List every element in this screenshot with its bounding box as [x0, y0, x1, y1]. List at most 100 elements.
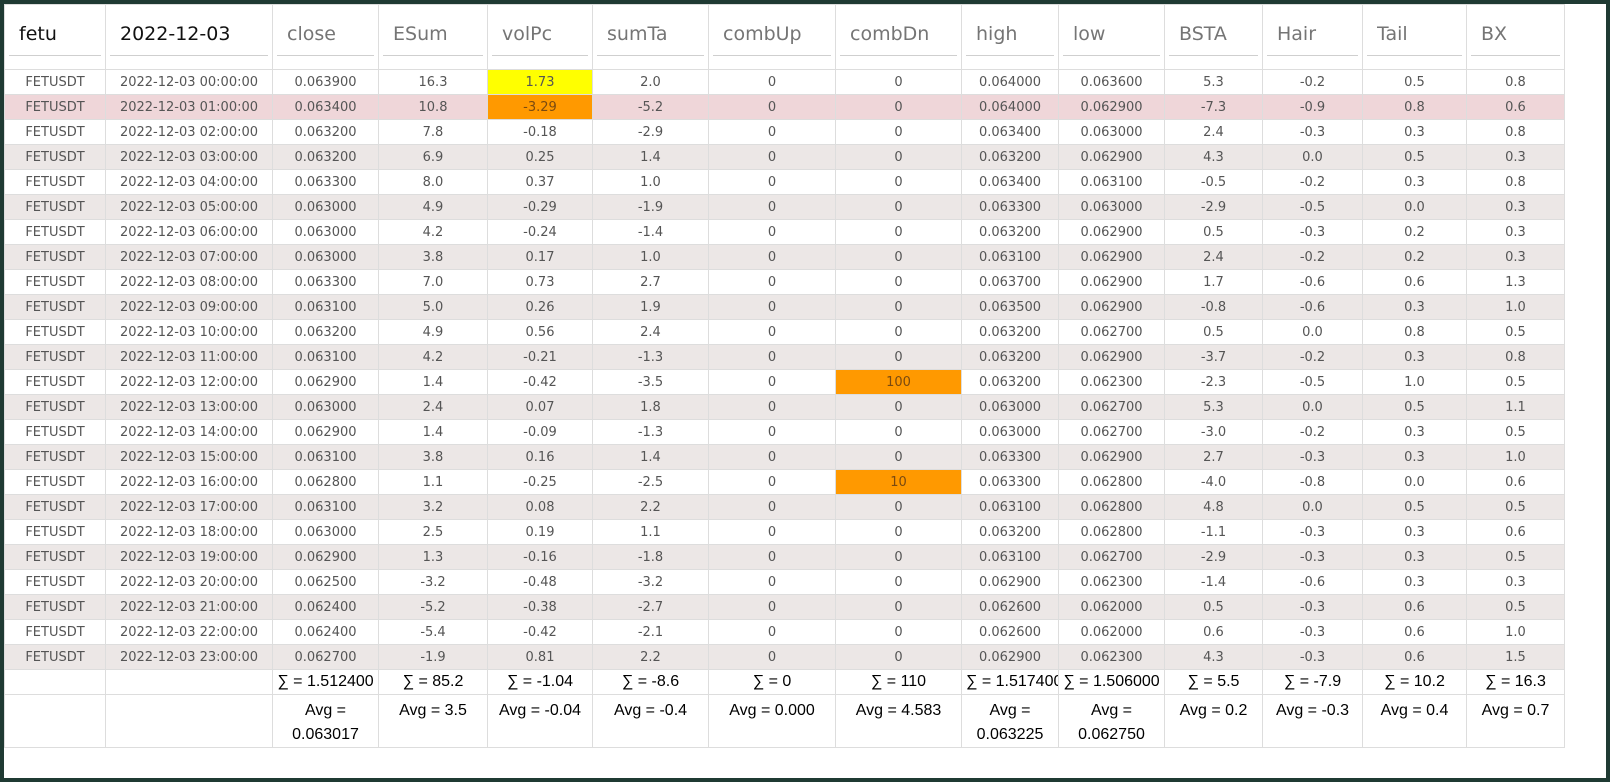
sum-cell: ∑ = 1.512400 [272, 669, 379, 695]
low-filter-input[interactable] [1063, 18, 1160, 56]
cell-high: 0.062600 [961, 594, 1059, 620]
table-row[interactable]: FETUSDT 2022-12-03 08:00:00 0.063300 7.0 0.7… [4, 269, 1565, 295]
table-row[interactable]: FETUSDT 2022-12-03 22:00:00 0.062400 -5.4 -0… [4, 619, 1565, 645]
tail-filter-input[interactable] [1367, 18, 1462, 56]
table-row[interactable]: FETUSDT 2022-12-03 23:00:00 0.062700 -1.9 0.… [4, 644, 1565, 670]
cell-tail: 0.5 [1362, 494, 1467, 520]
combdn-filter-input[interactable] [840, 18, 957, 56]
cell-combup: 0 [708, 319, 836, 345]
table-row[interactable]: FETUSDT 2022-12-03 07:00:00 0.063000 3.8 0.1… [4, 244, 1565, 270]
cell-bx: 1.1 [1466, 394, 1565, 420]
cell-volpc: 0.19 [487, 519, 593, 545]
table-row[interactable]: FETUSDT 2022-12-03 21:00:00 0.062400 -5.2 -0… [4, 594, 1565, 620]
cell-sumta: 1.0 [592, 169, 709, 195]
cell-sumta: -2.9 [592, 119, 709, 145]
cell-tail: 0.8 [1362, 319, 1467, 345]
cell-high: 0.063200 [961, 519, 1059, 545]
table-row[interactable]: FETUSDT 2022-12-03 18:00:00 0.063000 2.5 0.1… [4, 519, 1565, 545]
table-row[interactable]: FETUSDT 2022-12-03 03:00:00 0.063200 6.9 0.2… [4, 144, 1565, 170]
date-filter-input[interactable] [110, 18, 268, 56]
table-row[interactable]: FETUSDT 2022-12-03 16:00:00 0.062800 1.1 -0.… [4, 469, 1565, 495]
table-row[interactable]: FETUSDT 2022-12-03 02:00:00 0.063200 7.8 -0.… [4, 119, 1565, 145]
cell-symbol: FETUSDT [4, 144, 106, 170]
table-body: FETUSDT 2022-12-03 00:00:00 0.063900 16.3 1.… [4, 69, 1565, 670]
cell-volpc: -0.29 [487, 194, 593, 220]
symbol-filter-input[interactable] [9, 18, 101, 56]
cell-volpc: -0.24 [487, 219, 593, 245]
cell-bsta: 5.3 [1164, 69, 1263, 95]
cell-volpc: 0.26 [487, 294, 593, 320]
cell-combdn: 0 [835, 394, 962, 420]
cell-tail: 0.5 [1362, 69, 1467, 95]
table-row[interactable]: FETUSDT 2022-12-03 20:00:00 0.062500 -3.2 -0… [4, 569, 1565, 595]
cell-high: 0.063300 [961, 469, 1059, 495]
esum-filter-input[interactable] [383, 18, 483, 56]
table-row[interactable]: FETUSDT 2022-12-03 06:00:00 0.063000 4.2 -0.… [4, 219, 1565, 245]
cell-hair: -0.2 [1262, 244, 1363, 270]
cell-high: 0.063200 [961, 319, 1059, 345]
cell-close: 0.062900 [272, 544, 379, 570]
sum-cell: ∑ = 110 [835, 669, 962, 695]
cell-bx: 1.0 [1466, 294, 1565, 320]
cell-bsta: 4.3 [1164, 144, 1263, 170]
table-row[interactable]: FETUSDT 2022-12-03 12:00:00 0.062900 1.4 -0.… [4, 369, 1565, 395]
cell-bsta: -0.5 [1164, 169, 1263, 195]
cell-symbol: FETUSDT [4, 494, 106, 520]
cell-time: 2022-12-03 08:00:00 [105, 269, 273, 295]
cell-time: 2022-12-03 06:00:00 [105, 219, 273, 245]
cell-bsta: -7.3 [1164, 94, 1263, 120]
table-row[interactable]: FETUSDT 2022-12-03 19:00:00 0.062900 1.3 -0.… [4, 544, 1565, 570]
table-row[interactable]: FETUSDT 2022-12-03 13:00:00 0.063000 2.4 0.0… [4, 394, 1565, 420]
column-header-combup [708, 4, 836, 70]
bx-filter-input[interactable] [1471, 18, 1560, 56]
table-row[interactable]: FETUSDT 2022-12-03 17:00:00 0.063100 3.2 0.0… [4, 494, 1565, 520]
cell-bsta: -2.3 [1164, 369, 1263, 395]
cell-combdn: 0 [835, 419, 962, 445]
sumta-filter-input[interactable] [597, 18, 704, 56]
table-row[interactable]: FETUSDT 2022-12-03 01:00:00 0.063400 10.8 -3… [4, 94, 1565, 120]
cell-tail: 0.3 [1362, 519, 1467, 545]
bsta-filter-input[interactable] [1169, 18, 1258, 56]
cell-hair: -0.3 [1262, 594, 1363, 620]
cell-close: 0.063900 [272, 69, 379, 95]
cell-sumta: -1.4 [592, 219, 709, 245]
cell-bx: 0.3 [1466, 144, 1565, 170]
volpc-filter-input[interactable] [492, 18, 588, 56]
column-header-high [961, 4, 1059, 70]
cell-bx: 0.6 [1466, 94, 1565, 120]
cell-volpc: -3.29 [487, 94, 593, 120]
cell-hair: -0.9 [1262, 94, 1363, 120]
table-row[interactable]: FETUSDT 2022-12-03 00:00:00 0.063900 16.3 1.… [4, 69, 1565, 95]
cell-symbol: FETUSDT [4, 569, 106, 595]
cell-esum: -5.4 [378, 619, 488, 645]
table-row[interactable]: FETUSDT 2022-12-03 15:00:00 0.063100 3.8 0.1… [4, 444, 1565, 470]
column-header-volpc [487, 4, 593, 70]
cell-combup: 0 [708, 219, 836, 245]
cell-close: 0.063200 [272, 319, 379, 345]
cell-combup: 0 [708, 394, 836, 420]
cell-volpc: -0.16 [487, 544, 593, 570]
cell-volpc: -0.25 [487, 469, 593, 495]
cell-low: 0.063100 [1058, 169, 1165, 195]
table-row[interactable]: FETUSDT 2022-12-03 09:00:00 0.063100 5.0 0.2… [4, 294, 1565, 320]
table-row[interactable]: FETUSDT 2022-12-03 10:00:00 0.063200 4.9 0.5… [4, 319, 1565, 345]
cell-combup: 0 [708, 244, 836, 270]
table-row[interactable]: FETUSDT 2022-12-03 04:00:00 0.063300 8.0 0.3… [4, 169, 1565, 195]
cell-combup: 0 [708, 369, 836, 395]
table-row[interactable]: FETUSDT 2022-12-03 05:00:00 0.063000 4.9 -0.… [4, 194, 1565, 220]
cell-high: 0.062900 [961, 569, 1059, 595]
cell-bsta: -3.7 [1164, 344, 1263, 370]
cell-esum: 4.2 [378, 219, 488, 245]
cell-tail: 1.0 [1362, 369, 1467, 395]
close-filter-input[interactable] [277, 18, 374, 56]
high-filter-input[interactable] [966, 18, 1054, 56]
table-row[interactable]: FETUSDT 2022-12-03 11:00:00 0.063100 4.2 -0.… [4, 344, 1565, 370]
combup-filter-input[interactable] [713, 18, 831, 56]
cell-hair: -0.2 [1262, 419, 1363, 445]
hair-filter-input[interactable] [1267, 18, 1358, 56]
cell-low: 0.063600 [1058, 69, 1165, 95]
column-header-sumta [592, 4, 709, 70]
cell-esum: 6.9 [378, 144, 488, 170]
cell-low: 0.062000 [1058, 594, 1165, 620]
table-row[interactable]: FETUSDT 2022-12-03 14:00:00 0.062900 1.4 -0.… [4, 419, 1565, 445]
